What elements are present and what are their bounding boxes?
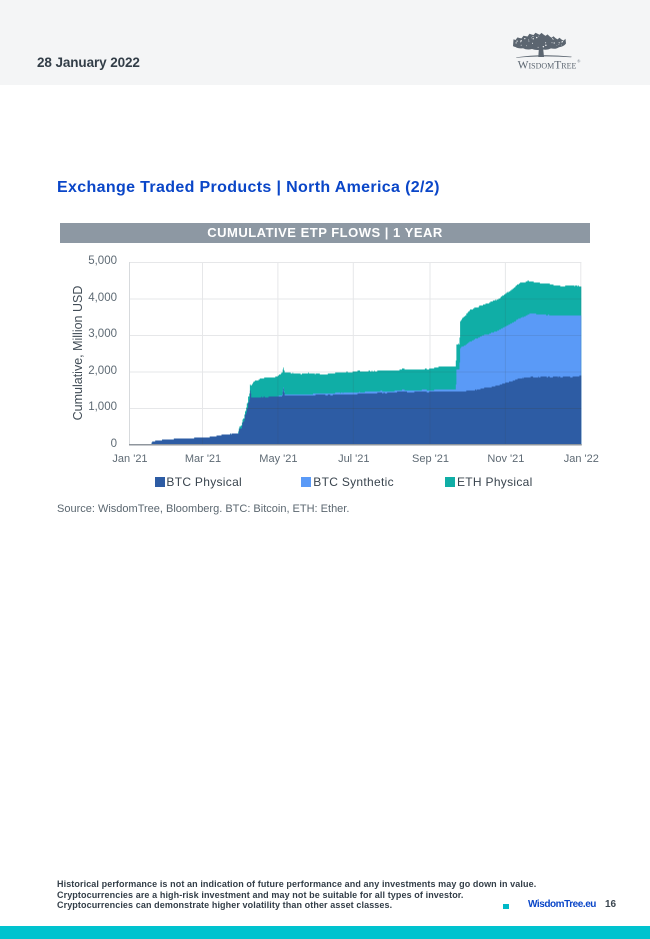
- svg-text:®: ®: [577, 59, 581, 64]
- svg-text:WisdomTree: WisdomTree: [518, 59, 577, 71]
